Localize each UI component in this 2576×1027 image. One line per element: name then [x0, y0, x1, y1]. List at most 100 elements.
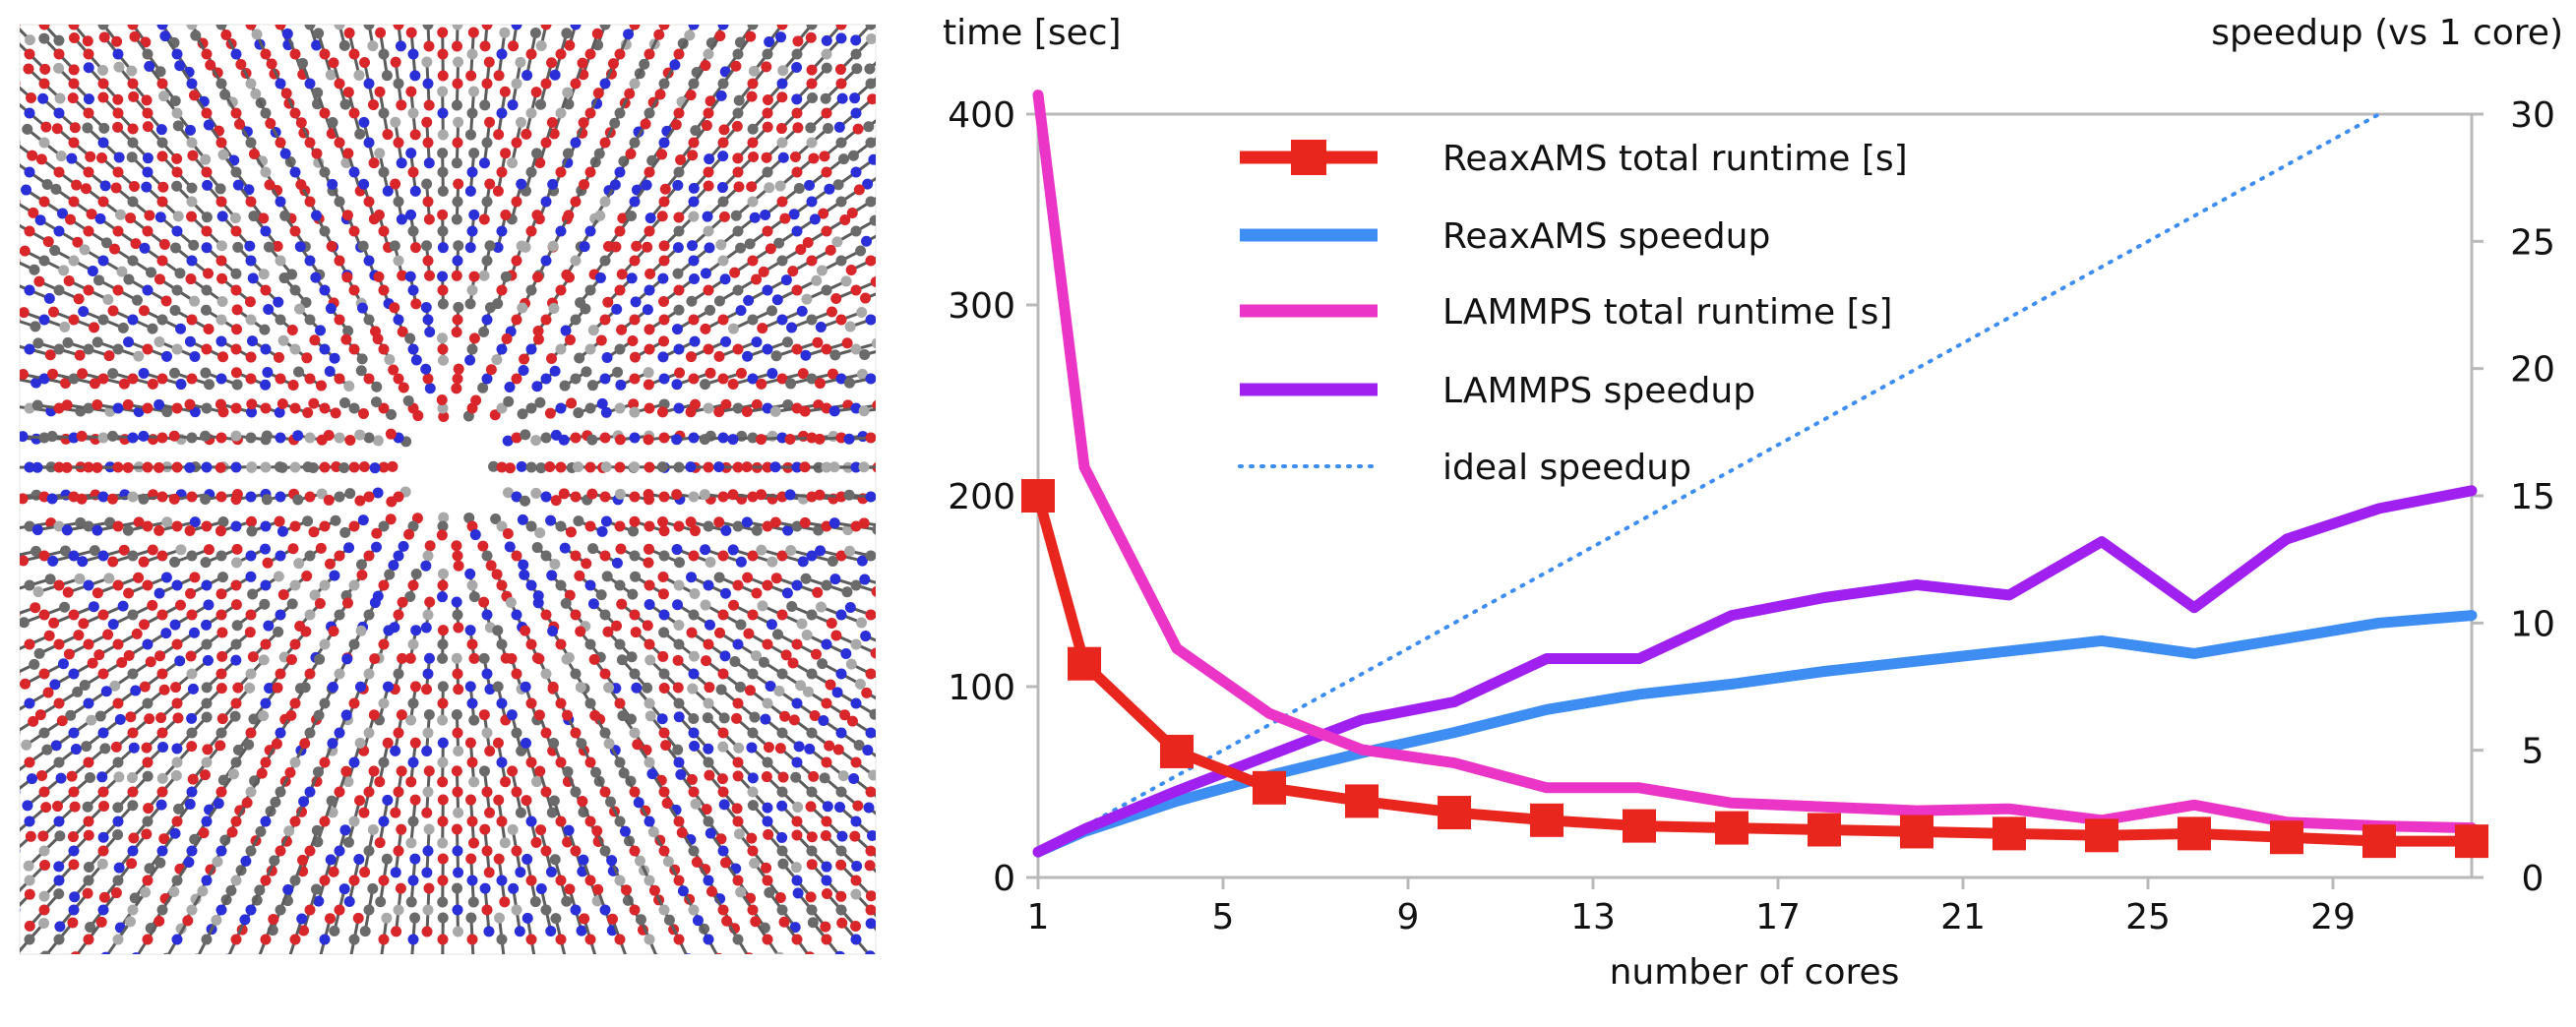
molecule-chain	[437, 332, 449, 366]
molecule-chain	[729, 243, 776, 278]
molecule-chain	[578, 28, 603, 81]
x-tick-label: 29	[2310, 897, 2356, 937]
molecule-chain	[705, 60, 742, 107]
molecule-chain	[804, 153, 849, 191]
molecule-chain	[546, 334, 576, 364]
molecule-chain	[66, 152, 111, 192]
molecule-chain	[517, 396, 546, 420]
molecule-chain	[508, 25, 522, 52]
molecule-chain	[732, 121, 773, 164]
x-axis-label: number of cores	[1610, 952, 1900, 993]
molecule-chain	[215, 335, 257, 363]
molecule-chain	[67, 92, 110, 134]
molecule-chain	[420, 363, 436, 394]
molecule-chain	[843, 432, 876, 445]
molecule-chain	[802, 214, 851, 248]
molecule-chain	[185, 273, 228, 307]
molecule-chain	[719, 30, 757, 78]
molecule-chain	[746, 151, 789, 193]
molecule-chain	[830, 275, 876, 305]
molecule-chain	[800, 337, 853, 361]
molecule-chain	[733, 61, 772, 106]
molecule-chain	[186, 211, 227, 252]
molecule-chain	[506, 178, 527, 225]
molecule-chain	[532, 302, 560, 337]
molecule-chain	[421, 178, 435, 225]
molecule-chain	[757, 305, 808, 334]
x-tick-label: 21	[1940, 897, 1986, 937]
molecule-chain	[629, 335, 670, 363]
legend-label: LAMMPS speedup	[1442, 371, 1755, 411]
molecule-chain	[292, 488, 328, 506]
molecule-chain	[478, 178, 496, 225]
molecule-chain	[478, 240, 496, 281]
legend-label: LAMMPS total runtime [s]	[1442, 292, 1892, 332]
molecule-chain	[20, 102, 52, 133]
molecule-chain	[534, 57, 558, 110]
legend-item-ideal-speedup: ideal speedup	[1238, 448, 1691, 488]
data-point-reaxams-total-runtime-s	[1345, 784, 1379, 818]
data-point-reaxams-total-runtime-s	[2455, 824, 2488, 859]
molecule-chain	[564, 25, 582, 51]
molecule-chain	[153, 335, 201, 363]
molecule-chain	[563, 57, 588, 110]
molecule-chain	[373, 210, 395, 253]
molecule-chain	[246, 398, 285, 418]
data-point-reaxams-total-runtime-s	[1530, 803, 1564, 837]
molecule-chain	[20, 199, 39, 218]
molecule-chain	[658, 211, 700, 252]
molecule-chain	[154, 211, 200, 251]
molecule-chain	[616, 241, 653, 280]
molecule-chain	[200, 304, 243, 335]
molecule-chain	[231, 304, 271, 335]
molecule-chain	[573, 397, 608, 419]
molecule-chain	[600, 398, 640, 418]
molecule-chain	[23, 63, 66, 104]
molecule-chain	[92, 399, 145, 417]
molecule-chain	[404, 271, 422, 310]
molecule-chain	[20, 25, 35, 46]
molecule-chain	[404, 332, 422, 366]
molecule-chain	[49, 245, 98, 276]
left-tick-label: 100	[948, 668, 1015, 708]
molecule-chain	[644, 304, 685, 335]
molecule-chain	[675, 120, 712, 165]
molecule-chain	[202, 179, 241, 224]
molecule-chain	[847, 137, 876, 161]
molecule-chain	[246, 335, 285, 363]
molecule-chain	[293, 303, 327, 336]
molecule-chain	[47, 306, 100, 333]
molecule-chain	[216, 272, 256, 308]
molecule-chain	[310, 272, 339, 309]
molecule-chain	[20, 140, 38, 161]
legend-item-reaxams-total-runtime-s: ReaxAMS total runtime [s]	[1240, 139, 1908, 179]
molecule-chain	[308, 397, 341, 419]
molecule-chain	[342, 87, 366, 140]
molecule-chain	[138, 305, 187, 334]
molecule-chain	[93, 274, 143, 306]
molecule-chain	[771, 274, 823, 306]
molecule-chain	[138, 367, 187, 391]
molecule-chain	[505, 302, 528, 337]
molecule-chain	[437, 271, 449, 310]
molecule-chain	[402, 394, 424, 422]
molecule-chain	[304, 25, 323, 51]
molecule-chain	[354, 429, 384, 447]
left-tick-label: 200	[948, 477, 1015, 517]
molecule-chain	[112, 121, 153, 164]
molecule-chain	[863, 119, 876, 133]
molecule-chain	[77, 368, 130, 390]
molecule-chain	[97, 91, 139, 135]
molecule-chain	[168, 367, 215, 391]
molecule-chain	[388, 364, 409, 393]
molecule-chain	[390, 178, 407, 225]
molecule-chain	[68, 31, 109, 77]
molecule-chain	[492, 148, 512, 197]
molecule-chain	[292, 430, 328, 446]
molecule-chain	[34, 214, 84, 248]
molecule-chain	[328, 57, 351, 110]
molecule-chain	[630, 272, 669, 308]
molecule-chain	[277, 334, 313, 364]
right-tick-label: 15	[2510, 477, 2555, 517]
